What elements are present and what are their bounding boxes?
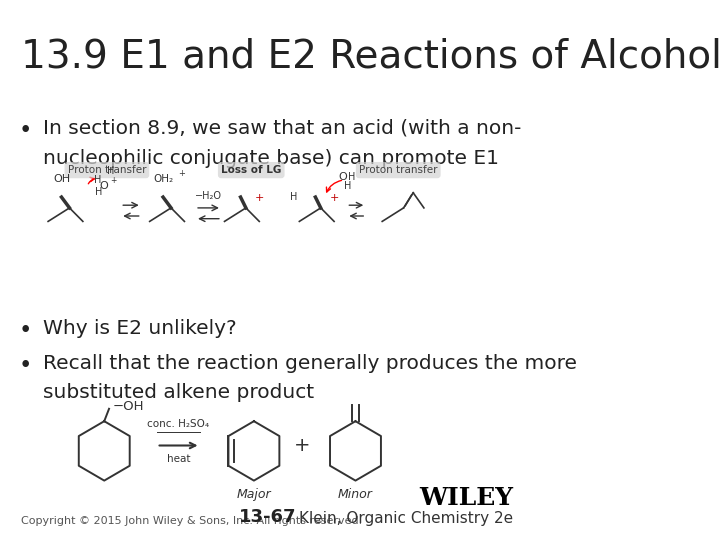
Text: Why is E2 unlikely?: Why is E2 unlikely? [42,319,236,338]
Text: H: H [94,175,102,185]
Text: WILEY: WILEY [419,487,513,510]
FancyArrowPatch shape [89,177,94,184]
Text: 13.9 E1 and E2 Reactions of Alcohols: 13.9 E1 and E2 Reactions of Alcohols [22,38,720,76]
Text: substituted alkene product: substituted alkene product [42,383,314,402]
Text: •: • [19,354,32,377]
Text: +: + [330,193,339,203]
Text: H: H [343,181,351,191]
Text: H: H [95,187,102,197]
Text: Copyright © 2015 John Wiley & Sons, Inc. All rights reserved.: Copyright © 2015 John Wiley & Sons, Inc.… [22,516,363,526]
Text: heat: heat [167,454,190,464]
Text: •: • [19,319,32,342]
Text: OH: OH [53,173,70,184]
Text: nucleophilic conjugate base) can promote E1: nucleophilic conjugate base) can promote… [42,148,499,167]
Text: H: H [107,166,114,176]
Text: conc. H₂SO₄: conc. H₂SO₄ [148,419,210,429]
Text: •: • [19,119,32,142]
Text: H: H [290,192,297,202]
Text: 13-67: 13-67 [238,509,296,526]
Text: +: + [255,193,264,203]
Text: Klein, Organic Chemistry 2e: Klein, Organic Chemistry 2e [299,511,513,526]
Text: OH₂: OH₂ [153,173,173,184]
Text: Minor: Minor [338,488,373,501]
Text: O: O [339,172,348,181]
Text: −OH: −OH [112,400,144,413]
FancyArrowPatch shape [326,180,341,192]
Text: +: + [179,169,185,178]
Text: O: O [100,181,109,191]
Text: Proton transfer: Proton transfer [68,165,146,175]
Text: Proton transfer: Proton transfer [359,165,438,175]
Text: −H₂O: −H₂O [195,191,222,201]
Text: Loss of LG: Loss of LG [221,165,282,175]
Text: +: + [111,177,117,185]
Text: Recall that the reaction generally produces the more: Recall that the reaction generally produ… [42,354,577,373]
Text: +: + [294,436,310,455]
Text: H: H [348,172,356,181]
Text: In section 8.9, we saw that an acid (with a non-: In section 8.9, we saw that an acid (wit… [42,119,521,138]
Text: Major: Major [237,488,271,501]
